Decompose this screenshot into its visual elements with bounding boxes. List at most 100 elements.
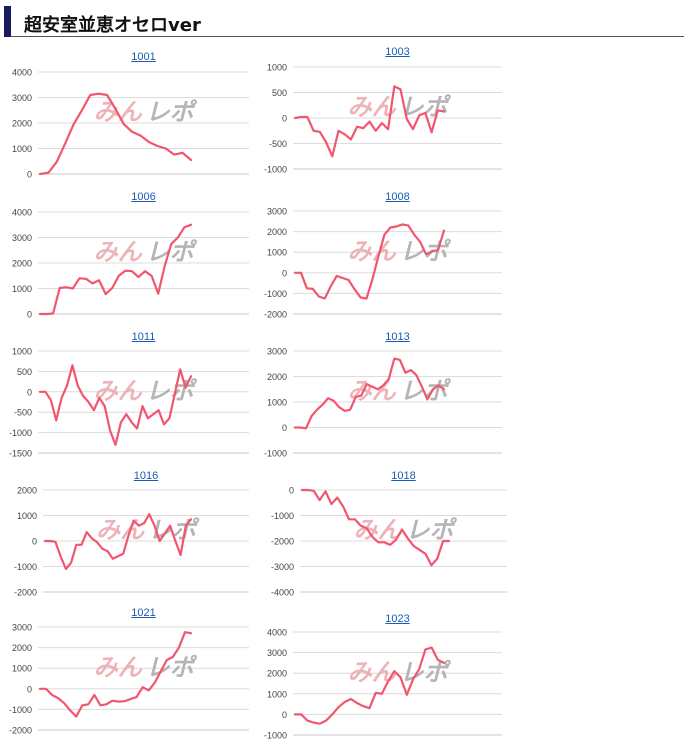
series-line [293,357,446,430]
chart-link-1018[interactable]: 1018 [391,470,416,482]
y-tick-label: 0 [289,486,294,496]
watermark-left: みん [96,517,145,544]
y-tick-label: -500 [269,139,287,149]
page-header: 超安室並恵オセロver [4,6,684,37]
y-tick-label: 2000 [267,227,287,237]
y-tick-label: 2000 [12,119,32,129]
y-tick-label: 3000 [267,347,287,357]
watermark-right: レポ [146,654,198,681]
y-tick-label: 3000 [267,648,287,658]
y-tick-label: 1000 [12,144,32,154]
watermark-logo: みん レポ [348,94,452,121]
y-tick-label: 4000 [12,208,32,218]
y-tick-label: 1000 [267,248,287,258]
y-tick-label: 3000 [12,233,32,243]
chart-1011: -1500 -1000 -500 0 500 1000 みん レポ [9,347,249,459]
y-tick-label: -2000 [14,588,37,598]
y-tick-label: 1000 [267,689,287,699]
y-tick-label: 0 [27,310,32,320]
y-tick-label: 1000 [17,511,37,521]
y-tick-label: 0 [27,684,32,694]
y-tick-label: 1000 [12,347,32,357]
watermark-left: みん [348,94,397,121]
y-tick-label: 0 [282,114,287,124]
watermark-left: みん [354,517,403,544]
y-tick-label: 3000 [267,207,287,217]
chart-link-1003[interactable]: 1003 [385,46,410,58]
chart-link-1013[interactable]: 1013 [385,331,410,343]
y-tick-label: 1000 [12,664,32,674]
series-line [38,92,193,176]
chart-link-1006[interactable]: 1006 [131,191,156,203]
chart-1003: -1000 -500 0 500 1000 みん レポ [264,63,502,175]
y-tick-label: -4000 [271,588,294,598]
watermark-logo: みん レポ [94,654,198,681]
chart-1021: -2000 -1000 0 1000 2000 3000 みん レポ [9,623,249,736]
y-tick-label: -1500 [9,449,32,459]
chart-1001: 0 1000 2000 3000 4000 みん レポ [12,68,249,180]
series-line [43,513,193,571]
y-tick-label: -1000 [14,562,37,572]
chart-link-1011[interactable]: 1011 [131,331,156,343]
y-tick-label: -1000 [264,289,287,299]
watermark-logo: みん レポ [348,378,452,405]
series-line [38,223,193,316]
page-title: 超安室並恵オセロver [24,15,201,36]
y-tick-label: -3000 [271,562,294,572]
watermark-left: みん [348,238,397,265]
y-tick-label: 1000 [267,63,287,73]
series-line [38,364,193,446]
watermark-right: レポ [146,99,198,126]
chart-link-1021[interactable]: 1021 [131,607,156,619]
y-tick-label: 2000 [267,372,287,382]
y-tick-label: -1000 [9,705,32,715]
y-tick-label: 0 [27,387,32,397]
y-tick-label: -500 [14,408,32,418]
watermark-right: レポ [406,517,458,544]
chart-1018: -4000 -3000 -2000 -1000 0 みん レポ [271,486,507,598]
y-tick-label: 2000 [17,486,37,496]
watermark-logo: みん レポ [94,378,198,405]
y-tick-label: -1000 [264,449,287,459]
chart-1008: -2000 -1000 0 1000 2000 3000 みん レポ [264,207,502,320]
y-tick-label: 1000 [267,398,287,408]
chart-link-1016[interactable]: 1016 [133,470,159,482]
y-tick-label: -2000 [271,537,294,547]
chart-1013: -1000 0 1000 2000 3000 みん レポ [264,347,502,459]
watermark-right: レポ [400,659,452,686]
chart-link-1001[interactable]: 1001 [131,51,156,63]
watermark-logo: みん レポ [348,659,452,686]
y-tick-label: -1000 [264,731,287,741]
y-tick-label: 500 [272,88,287,98]
chart-link-1023[interactable]: 1023 [385,613,410,625]
watermark-logo: みん レポ [348,238,452,265]
watermark-left: みん [348,659,397,686]
watermark-logo: みん レポ [354,517,458,544]
watermark-left: みん [348,378,397,405]
y-tick-label: -1000 [9,428,32,438]
y-tick-label: 3000 [12,93,32,103]
y-tick-label: 0 [27,170,32,180]
y-tick-label: -1000 [264,165,287,175]
watermark-left: みん [94,654,143,681]
y-tick-label: 0 [282,268,287,278]
y-tick-label: 0 [32,537,37,547]
chart-1023: -1000 0 1000 2000 3000 4000 みん レポ [264,628,502,741]
watermark-right: レポ [400,378,452,405]
y-tick-label: 0 [282,710,287,720]
y-tick-label: 2000 [267,669,287,679]
y-tick-label: -2000 [264,310,287,320]
y-tick-label: 4000 [267,628,287,638]
chart-link-1008[interactable]: 1008 [385,191,410,203]
y-tick-label: 2000 [12,259,32,269]
series-line [38,631,193,718]
y-tick-label: 500 [17,367,32,377]
series-line [293,85,446,158]
series-line [293,223,446,300]
y-tick-label: 4000 [12,68,32,78]
header-accent-bar [4,6,11,37]
y-tick-label: 0 [282,423,287,433]
chart-1006: 0 1000 2000 3000 4000 みん レポ [12,208,249,320]
y-tick-label: -2000 [9,726,32,736]
y-tick-label: -1000 [271,511,294,521]
